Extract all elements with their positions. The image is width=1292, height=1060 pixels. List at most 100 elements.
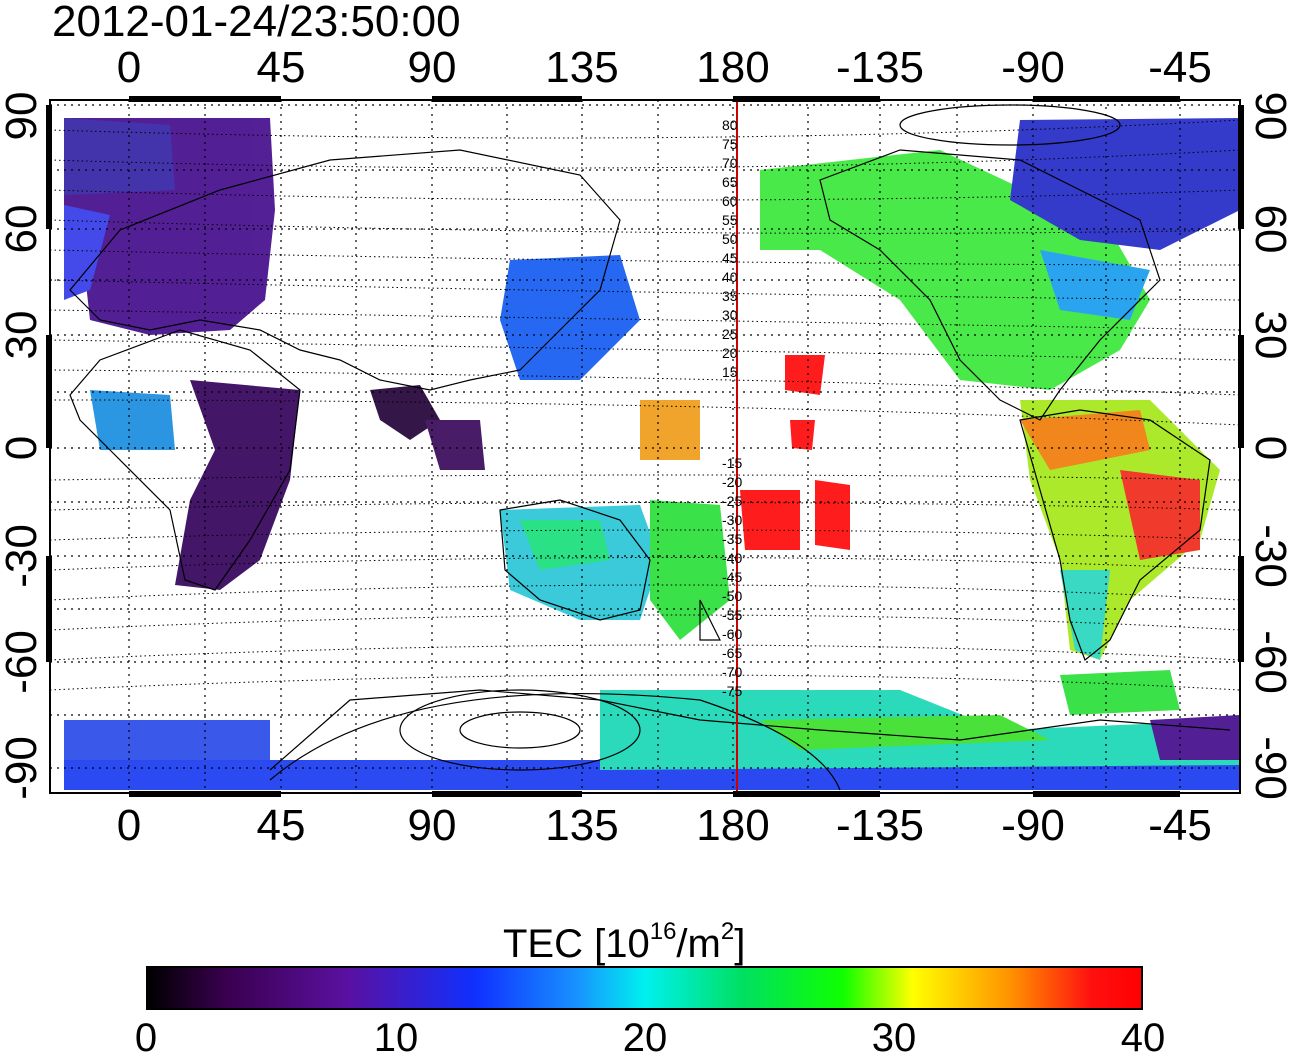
tec-region bbox=[64, 118, 175, 195]
meridian-label: 60 bbox=[722, 193, 738, 209]
tec-region bbox=[1010, 118, 1240, 250]
colorbar-tick-label: 0 bbox=[134, 1016, 158, 1060]
top-lon-tick: 135 bbox=[545, 43, 619, 92]
left-axis-segment bbox=[46, 556, 52, 662]
meridian-label-group: 80 75 70 65 60 55 50 45 40 35 30 25 20 15 -15 -20 -25 -30… bbox=[722, 117, 742, 699]
tec-region bbox=[760, 715, 1050, 750]
colorbar bbox=[146, 966, 1143, 1010]
colorbar-title: TEC [1016/m2] bbox=[503, 918, 746, 966]
coastlines bbox=[69, 149, 1231, 771]
top-lon-tick: -45 bbox=[1148, 43, 1212, 92]
meridian-label: -60 bbox=[722, 626, 742, 642]
bottom-lon-tick: 135 bbox=[545, 801, 619, 850]
colorbar-tick-label: 30 bbox=[871, 1016, 917, 1060]
top-axis-segment bbox=[432, 96, 582, 102]
tec-region bbox=[90, 390, 175, 450]
tec-region bbox=[790, 420, 815, 450]
colorbar-tick-label: 20 bbox=[622, 1016, 668, 1060]
tec-region bbox=[370, 385, 440, 440]
meridian-label: -15 bbox=[722, 455, 742, 471]
top-lon-tick: 90 bbox=[407, 43, 457, 92]
meridian-label: -55 bbox=[722, 607, 742, 623]
tec-region bbox=[785, 355, 825, 395]
top-axis-segment bbox=[733, 96, 880, 102]
tec-region bbox=[1020, 410, 1150, 470]
bottom-axis-segment bbox=[432, 791, 582, 797]
tec-data-layer bbox=[64, 118, 1240, 790]
graticule bbox=[50, 100, 1240, 793]
meridian-label: -25 bbox=[722, 493, 742, 509]
bottom-axis-segment bbox=[733, 791, 880, 797]
meridian-label: -65 bbox=[722, 645, 742, 661]
right-axis-segment bbox=[1238, 335, 1244, 448]
coastline-new-zealand bbox=[699, 599, 721, 641]
meridian-label: 25 bbox=[722, 326, 738, 342]
meridian-label: 70 bbox=[722, 155, 738, 171]
meridian-label: 55 bbox=[722, 212, 738, 228]
bottom-lon-tick: -135 bbox=[835, 801, 925, 850]
coastline-australia bbox=[499, 499, 651, 621]
meridian-label: -30 bbox=[722, 512, 742, 528]
meridian-label: -35 bbox=[722, 531, 742, 547]
coastline-north-america bbox=[819, 149, 1161, 421]
coastline-antarctica bbox=[269, 689, 1231, 771]
bottom-axis-segment bbox=[129, 791, 281, 797]
top-lon-tick: 45 bbox=[256, 43, 306, 92]
meridian-label: -45 bbox=[722, 569, 742, 585]
meridian-label: 15 bbox=[722, 364, 738, 380]
tec-region bbox=[815, 480, 850, 550]
colorbar-tick-label: 40 bbox=[1120, 1016, 1166, 1060]
meridian-label: 30 bbox=[722, 307, 738, 323]
bottom-axis-segment bbox=[1033, 791, 1180, 797]
meridian-label: 75 bbox=[722, 136, 738, 152]
meridian-label: 50 bbox=[722, 231, 738, 247]
bottom-lon-tick: 90 bbox=[407, 801, 457, 850]
coastline-eurasia bbox=[69, 149, 621, 391]
tec-region bbox=[1040, 250, 1150, 320]
bottom-lon-tick: 0 bbox=[116, 801, 142, 850]
bottom-lon-tick: 45 bbox=[256, 801, 306, 850]
bottom-lon-tick: 180 bbox=[696, 801, 770, 850]
top-axis-segment bbox=[129, 96, 281, 102]
tec-region bbox=[520, 520, 610, 570]
top-lon-tick: -135 bbox=[835, 43, 925, 92]
left-axis-segment bbox=[46, 105, 52, 229]
meridian-label: -40 bbox=[722, 550, 742, 566]
meridian-label: -70 bbox=[722, 664, 742, 680]
map-plot-area: 80 75 70 65 60 55 50 45 40 35 30 25 20 15 -15 -20 -25 -30… bbox=[50, 100, 1240, 793]
tec-region bbox=[64, 720, 270, 760]
tec-region bbox=[640, 400, 700, 460]
meridian-label: -75 bbox=[722, 683, 742, 699]
right-axis-segment bbox=[1238, 105, 1244, 229]
polar-contours bbox=[269, 104, 1121, 791]
top-axis-segment bbox=[1033, 96, 1180, 102]
map-title: 2012-01-24/23:50:00 bbox=[52, 0, 461, 46]
magnetic-contours bbox=[50, 119, 1240, 691]
tec-region bbox=[650, 500, 730, 640]
meridian-label: 40 bbox=[722, 269, 738, 285]
left-axis-segment bbox=[46, 335, 52, 448]
tec-region bbox=[500, 255, 640, 380]
tec-region bbox=[64, 205, 110, 300]
meridian-label: 20 bbox=[722, 345, 738, 361]
meridian-label: -20 bbox=[722, 474, 742, 490]
bottom-lon-tick: -45 bbox=[1148, 801, 1212, 850]
axis-tick-marks bbox=[46, 96, 1244, 797]
tec-region bbox=[425, 420, 485, 470]
top-lon-tick: -90 bbox=[1001, 43, 1065, 92]
right-axis-segment bbox=[1238, 556, 1244, 662]
bottom-lon-tick: -90 bbox=[1001, 801, 1065, 850]
tec-region bbox=[1150, 715, 1240, 760]
coastline-south-america bbox=[1019, 409, 1211, 661]
colorbar-tick-label: 10 bbox=[373, 1016, 419, 1060]
coastline-africa bbox=[69, 329, 301, 591]
meridian-label: 65 bbox=[722, 174, 738, 190]
tec-region bbox=[175, 380, 300, 590]
meridian-label: 35 bbox=[722, 288, 738, 304]
tec-region bbox=[1060, 670, 1180, 715]
meridian-label: -50 bbox=[722, 588, 742, 604]
meridian-label: 45 bbox=[722, 250, 738, 266]
tec-region bbox=[740, 490, 800, 550]
top-lon-tick: 180 bbox=[696, 43, 770, 92]
